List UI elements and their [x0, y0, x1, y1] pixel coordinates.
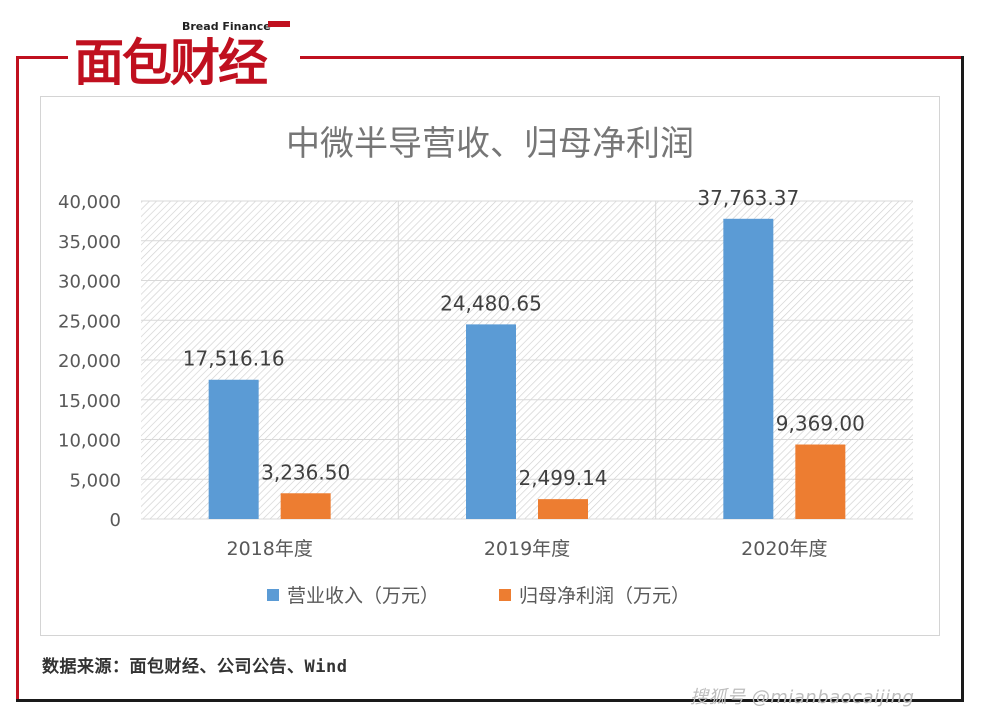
legend-swatch — [499, 589, 511, 601]
x-tick-label: 2019年度 — [484, 538, 570, 560]
data-labels: 17,516.16 3,236.50 24,480.65 2,499.14 37,763… — [183, 186, 865, 490]
frame-right-border — [961, 56, 964, 702]
data-label: 17,516.16 — [183, 347, 285, 371]
y-tick-label: 35,000 — [58, 232, 121, 253]
y-tick-label: 15,000 — [58, 391, 121, 412]
logo-text: 面包财经 — [74, 34, 268, 88]
y-tick-label: 5,000 — [69, 470, 121, 491]
bar-net-profit — [795, 444, 846, 519]
bar-net-profit — [280, 493, 331, 519]
gridlines — [141, 200, 913, 520]
data-label: 9,369.00 — [776, 412, 865, 436]
legend-label: 归母净利润（万元） — [519, 585, 690, 607]
data-label: 2,499.14 — [518, 466, 607, 490]
chart-title: 中微半导营收、归母净利润 — [286, 124, 694, 164]
legend-swatch — [267, 589, 279, 601]
frame-left-border — [16, 56, 19, 702]
y-tick-label: 30,000 — [58, 272, 121, 293]
y-axis-tick-labels: 0 5,000 10,000 15,000 20,000 25,000 30,000 35,0… — [58, 192, 121, 531]
legend: 营业收入（万元） 归母净利润（万元） — [267, 585, 690, 607]
y-tick-label: 25,000 — [58, 311, 121, 332]
x-tick-label: 2020年度 — [741, 538, 827, 560]
bar-revenue — [466, 324, 516, 519]
x-axis-tick-labels: 2018年度 2019年度 2020年度 — [226, 538, 827, 560]
y-tick-label: 0 — [110, 510, 121, 531]
brand-logo: Bread Finance 面包财经 — [68, 14, 300, 92]
frame-top-border — [16, 56, 964, 59]
bar-revenue — [723, 218, 774, 519]
logo-accent-bar — [268, 21, 290, 27]
y-tick-label: 20,000 — [58, 351, 121, 372]
y-tick-label: 10,000 — [58, 431, 121, 452]
frame-bottom-border — [16, 699, 964, 702]
logo-subtitle: Bread Finance — [182, 20, 271, 33]
chart-area: 中微半导营收、归母净利润 0 5,000 10,000 15,000 20,000 25,… — [40, 96, 940, 636]
data-label: 24,480.65 — [440, 291, 542, 315]
bar-revenue — [208, 379, 259, 519]
source-note: 数据来源：面包财经、公司公告、Wind — [42, 657, 348, 677]
y-tick-label: 40,000 — [58, 192, 121, 213]
bar-net-profit — [538, 499, 588, 519]
watermark: 搜狐号 @mianbaocaijing — [690, 687, 915, 708]
bars — [208, 218, 846, 519]
legend-label: 营业收入（万元） — [287, 585, 439, 607]
x-tick-label: 2018年度 — [226, 538, 312, 560]
data-label: 3,236.50 — [261, 460, 350, 484]
data-label: 37,763.37 — [697, 186, 799, 210]
